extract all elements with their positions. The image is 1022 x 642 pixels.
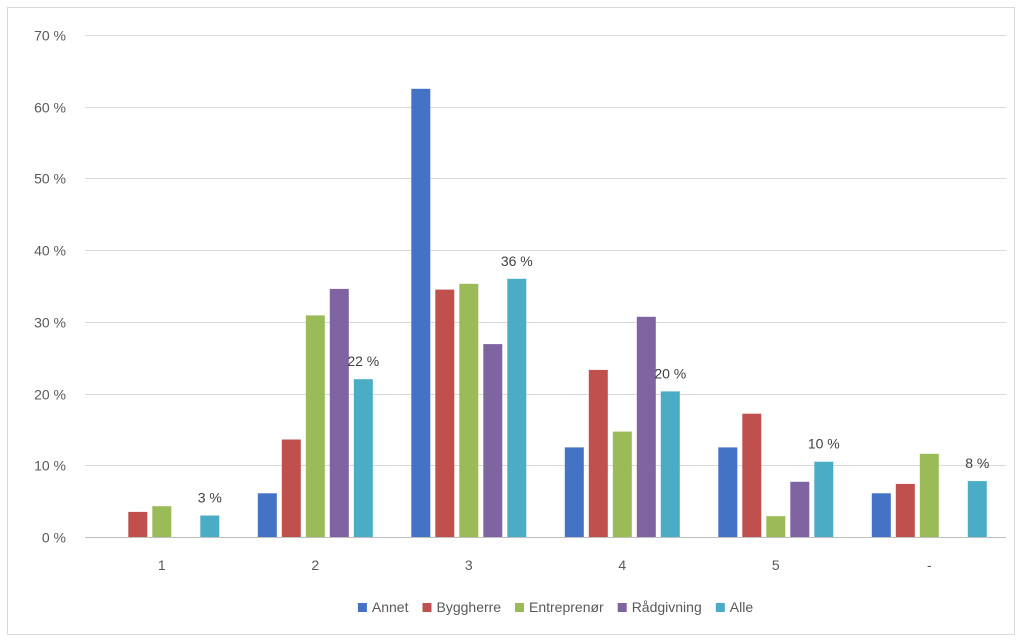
x-tick-label: 5 [772, 557, 780, 573]
bar-alle-3 [507, 278, 527, 537]
bar-alle-4 [660, 391, 680, 537]
data-label-alle-dash: 8 % [965, 455, 989, 471]
legend: Annet Byggherre Entreprenør Rådgivning Alle [357, 599, 754, 615]
x-tick-label: 2 [311, 557, 319, 573]
bar-annet-dash [871, 493, 891, 537]
bar-annet-5 [718, 447, 738, 537]
bar-byggherre-3 [435, 289, 455, 537]
legend-swatch [422, 603, 432, 612]
bar-alle-dash [967, 481, 987, 537]
bar-entreprenor-5 [766, 516, 786, 537]
bar-byggherre-2 [281, 439, 301, 537]
y-tick-label: 10 % [34, 458, 66, 474]
y-tick-label: 40 % [34, 243, 66, 259]
bar-alle-2 [353, 379, 373, 537]
x-axis-tick-labels: 1 2 3 4 5 - [158, 557, 932, 573]
bar-radgivning-5 [790, 481, 810, 537]
bar-radgivning-4 [636, 316, 656, 537]
data-label-alle-1: 3 % [198, 490, 222, 506]
bar-radgivning-2 [329, 288, 349, 537]
legend-swatch [357, 603, 367, 612]
y-tick-label: 70 % [34, 28, 66, 44]
legend-label: Byggherre [437, 599, 502, 615]
data-label-alle-5: 10 % [808, 436, 840, 452]
bar-annet-3 [411, 88, 431, 538]
legend-label: Annet [372, 599, 409, 615]
legend-swatch [515, 603, 524, 612]
bar-alle-5 [814, 461, 834, 537]
x-tick-label: - [927, 557, 932, 573]
legend-label: Rådgivning [632, 599, 702, 615]
y-tick-label: 60 % [34, 100, 66, 116]
bar-annet-4 [564, 447, 584, 537]
bar-byggherre-dash [895, 483, 915, 537]
bar-entreprenor-4 [612, 431, 632, 537]
bar-byggherre-1 [128, 511, 148, 537]
bar-radgivning-3 [483, 344, 503, 537]
legend-swatch [617, 603, 627, 612]
y-tick-label: 30 % [34, 315, 66, 331]
bar-alle-1 [200, 515, 220, 537]
y-tick-label: 0 % [42, 530, 66, 546]
gridlines [85, 35, 1006, 538]
legend-item-annet: Annet [357, 599, 409, 615]
legend-swatch [715, 603, 725, 612]
legend-item-entreprenor: Entreprenør [515, 599, 604, 615]
legend-item-alle: Alle [715, 599, 754, 615]
y-tick-label: 20 % [34, 387, 66, 403]
x-tick-label: 4 [618, 557, 626, 573]
legend-label: Entreprenør [529, 599, 604, 615]
bar-entreprenor-1 [152, 506, 172, 537]
data-labels: 3 % 22 % 36 % 20 % 10 % 8 % [198, 253, 990, 506]
bar-entreprenor-3 [459, 283, 479, 537]
x-tick-label: 1 [158, 557, 166, 573]
legend-item-byggherre: Byggherre [422, 599, 502, 615]
data-label-alle-2: 22 % [347, 353, 379, 369]
bars [128, 88, 987, 538]
y-axis-tick-labels: 0 % 10 % 20 % 30 % 40 % 50 % 60 % 70 % [34, 28, 66, 546]
bar-entreprenor-2 [305, 315, 325, 537]
x-tick-label: 3 [465, 557, 473, 573]
data-label-alle-3: 36 % [501, 253, 533, 269]
y-tick-label: 50 % [34, 171, 66, 187]
bar-entreprenor-dash [919, 453, 939, 537]
legend-label: Alle [730, 599, 754, 615]
legend-item-radgivning: Rådgivning [617, 599, 702, 615]
bar-byggherre-5 [742, 413, 762, 537]
bar-byggherre-4 [588, 369, 608, 537]
bar-annet-2 [257, 493, 277, 537]
data-label-alle-4: 20 % [654, 365, 686, 381]
